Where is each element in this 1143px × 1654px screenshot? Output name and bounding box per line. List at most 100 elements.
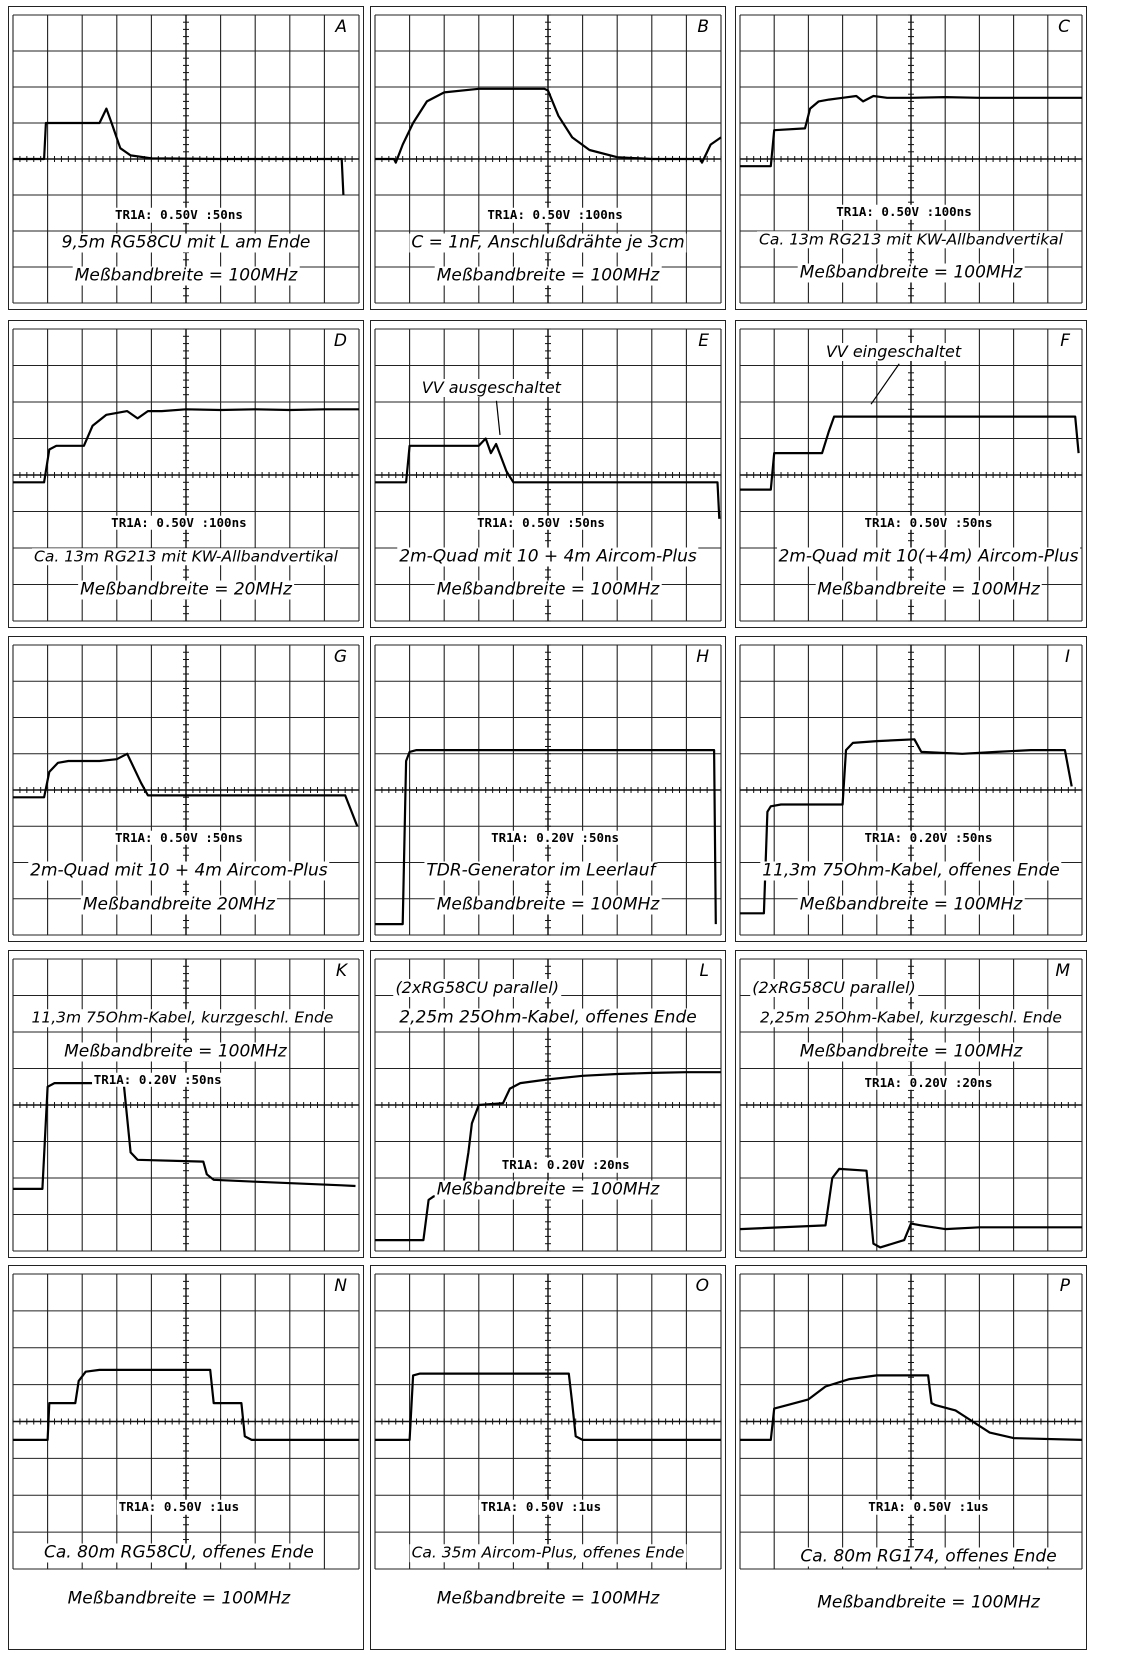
scope-screen <box>374 14 722 304</box>
scope-readout: TR1A: 0.20V :20ns <box>499 1156 632 1173</box>
bandwidth-label: Meßbandbreite = 100MHz <box>72 265 300 286</box>
bandwidth-label: Meßbandbreite 20MHz <box>80 894 277 915</box>
signal-trace <box>375 749 717 926</box>
caption: 2m-Quad mit 10(+4m) Aircom-Plus <box>776 546 1081 567</box>
scope-readout: TR1A: 0.20V :50ns <box>862 829 995 845</box>
caption: 2m-Quad mit 10 + 4m Aircom-Plus <box>397 546 699 567</box>
bandwidth-label: Meßbandbreite = 100MHz <box>65 1588 293 1609</box>
scope-readout: TR1A: 0.50V :100ns <box>834 204 974 220</box>
scope-readout: TR1A: 0.50V :1us <box>866 1499 991 1515</box>
panel-p: P TR1A: 0.50V :1us Ca. 80m RG174, offenes … <box>735 1265 1087 1650</box>
signal-trace <box>740 1374 1083 1441</box>
scope-screen <box>739 958 1083 1252</box>
scope-screen <box>374 958 722 1252</box>
scope-readout: TR1A: 0.20V :50ns <box>489 829 622 845</box>
panel-letter: L <box>697 961 711 981</box>
scope-screen <box>12 14 360 304</box>
signal-trace <box>13 752 359 827</box>
panel-m: M TR1A: 0.20V :20ns 2,25m 25Ohm-Kabel, kur… <box>735 950 1087 1258</box>
bandwidth-label: Meßbandbreite = 100MHz <box>797 894 1025 915</box>
bandwidth-label: Meßbandbreite = 100MHz <box>434 265 662 286</box>
caption: 2,25m 25Ohm-Kabel, kurzgeschl. Ende <box>758 1008 1064 1028</box>
scope-readout: TR1A: 0.50V :100ns <box>109 514 249 531</box>
scope-readout: TR1A: 0.20V :20ns <box>862 1074 995 1090</box>
scope-screen <box>739 1273 1083 1570</box>
scope-readout: TR1A: 0.50V :50ns <box>112 207 245 223</box>
caption: 11,3m 75Ohm-Kabel, offenes Ende <box>760 860 1062 881</box>
panel-letter: C <box>1056 17 1072 37</box>
scope-readout: TR1A: 0.50V :50ns <box>474 514 607 531</box>
signal-trace <box>13 408 359 484</box>
scope-readout: TR1A: 0.20V :50ns <box>91 1071 224 1087</box>
signal-trace <box>740 415 1080 491</box>
panel-letter: E <box>696 331 711 351</box>
panel-l: L TR1A: 0.20V :20ns 2,25m 25Ohm-Kabel, off… <box>370 950 726 1258</box>
signal-trace <box>375 87 722 164</box>
caption: 9,5m RG58CU mit L am Ende <box>59 232 313 253</box>
caption: Ca. 35m Aircom-Plus, offenes Ende <box>409 1543 687 1562</box>
panel-d: D TR1A: 0.50V :100ns Ca. 13m RG213 mit KW-… <box>8 320 364 628</box>
caption: Ca. 13m RG213 mit KW-Allbandvertikal <box>757 229 1065 249</box>
scope-screen <box>12 958 360 1252</box>
panel-letter: I <box>1062 647 1072 667</box>
panel-f: F TR1A: 0.50V :50ns 2m-Quad mit 10(+4m) Ai… <box>735 320 1087 628</box>
panel-letter: M <box>1053 961 1072 981</box>
panel-h: H TR1A: 0.20V :50ns TDR-Generator im Leerl… <box>370 636 726 942</box>
panel-b: B TR1A: 0.50V :100ns C = 1nF, Anschlußdräh… <box>370 6 726 310</box>
scope-screen <box>374 1273 722 1570</box>
panel-letter: P <box>1057 1276 1072 1296</box>
bandwidth-label: Meßbandbreite = 100MHz <box>797 262 1025 283</box>
caption: 11,3m 75Ohm-Kabel, kurzgeschl. Ende <box>29 1008 336 1028</box>
bandwidth-label: Meßbandbreite = 100MHz <box>434 1179 662 1200</box>
bandwidth-label: Meßbandbreite = 100MHz <box>434 894 662 915</box>
bandwidth-label: Meßbandbreite = 100MHz <box>797 1041 1025 1062</box>
scope-readout: TR1A: 0.50V :50ns <box>862 514 995 531</box>
annotation-pointer <box>495 400 501 436</box>
annotation-pointer <box>870 363 900 405</box>
setup-note: (2xRG58CU parallel) <box>393 977 561 997</box>
panel-i: I TR1A: 0.20V :50ns 11,3m 75Ohm-Kabel, off… <box>735 636 1087 942</box>
panel-letter: F <box>1058 331 1072 351</box>
setup-note: (2xRG58CU parallel) <box>750 977 918 997</box>
panel-letter: N <box>332 1276 349 1296</box>
caption: Ca. 80m RG58CU, offenes Ende <box>41 1542 316 1563</box>
caption: Ca. 80m RG174, offenes Ende <box>798 1546 1059 1567</box>
caption: 2m-Quad mit 10 + 4m Aircom-Plus <box>28 860 330 881</box>
bandwidth-label: Meßbandbreite = 20MHz <box>78 579 294 600</box>
panel-letter: A <box>333 17 349 37</box>
caption: TDR-Generator im Leerlauf <box>424 860 658 881</box>
signal-trace <box>739 1167 1082 1249</box>
panel-letter: O <box>693 1276 711 1296</box>
scope-screen <box>374 644 722 936</box>
signal-trace <box>740 94 1082 168</box>
panel-letter: B <box>695 17 711 37</box>
bandwidth-label: Meßbandbreite = 100MHz <box>815 579 1042 600</box>
caption: Ca. 13m RG213 mit KW-Allbandvertikal <box>32 546 340 566</box>
signal-trace <box>375 437 721 519</box>
panel-g: G TR1A: 0.50V :50ns 2m-Quad mit 10 + 4m Ai… <box>8 636 364 942</box>
panel-letter: K <box>333 961 349 981</box>
caption: 2,25m 25Ohm-Kabel, offenes Ende <box>397 1007 699 1028</box>
panel-e: E TR1A: 0.50V :50ns 2m-Quad mit 10 + 4m Ai… <box>370 320 726 628</box>
panel-c: C TR1A: 0.50V :100ns Ca. 13m RG213 mit KW-… <box>735 6 1087 310</box>
scope-readout: TR1A: 0.50V :1us <box>478 1499 604 1515</box>
caption: C = 1nF, Anschlußdrähte je 3cm <box>409 232 687 253</box>
scope-readout: TR1A: 0.50V :1us <box>116 1499 242 1515</box>
signal-trace <box>375 1071 721 1242</box>
signal-trace <box>13 107 345 196</box>
bandwidth-label: Meßbandbreite = 100MHz <box>62 1041 289 1062</box>
panel-o: O TR1A: 0.50V :1us Ca. 35m Aircom-Plus, of… <box>370 1265 726 1650</box>
panel-letter: H <box>694 647 711 667</box>
scope-screen <box>739 644 1083 936</box>
panel-k: K TR1A: 0.20V :50ns 11,3m 75Ohm-Kabel, kur… <box>8 950 364 1258</box>
panel-a: A TR1A: 0.50V :50ns 9,5m RG58CU mit L am E… <box>8 6 364 310</box>
panel-letter: D <box>331 331 349 351</box>
signal-trace <box>13 1082 356 1190</box>
panel-n: N TR1A: 0.50V :1us Ca. 80m RG58CU, offenes… <box>8 1265 364 1650</box>
signal-trace <box>13 1368 359 1441</box>
bandwidth-label: Meßbandbreite = 100MHz <box>434 579 662 600</box>
panel-letter: G <box>331 647 349 667</box>
scope-readout: TR1A: 0.50V :50ns <box>112 829 245 845</box>
scope-readout: TR1A: 0.50V :100ns <box>485 207 625 223</box>
signal-trace <box>740 738 1073 915</box>
